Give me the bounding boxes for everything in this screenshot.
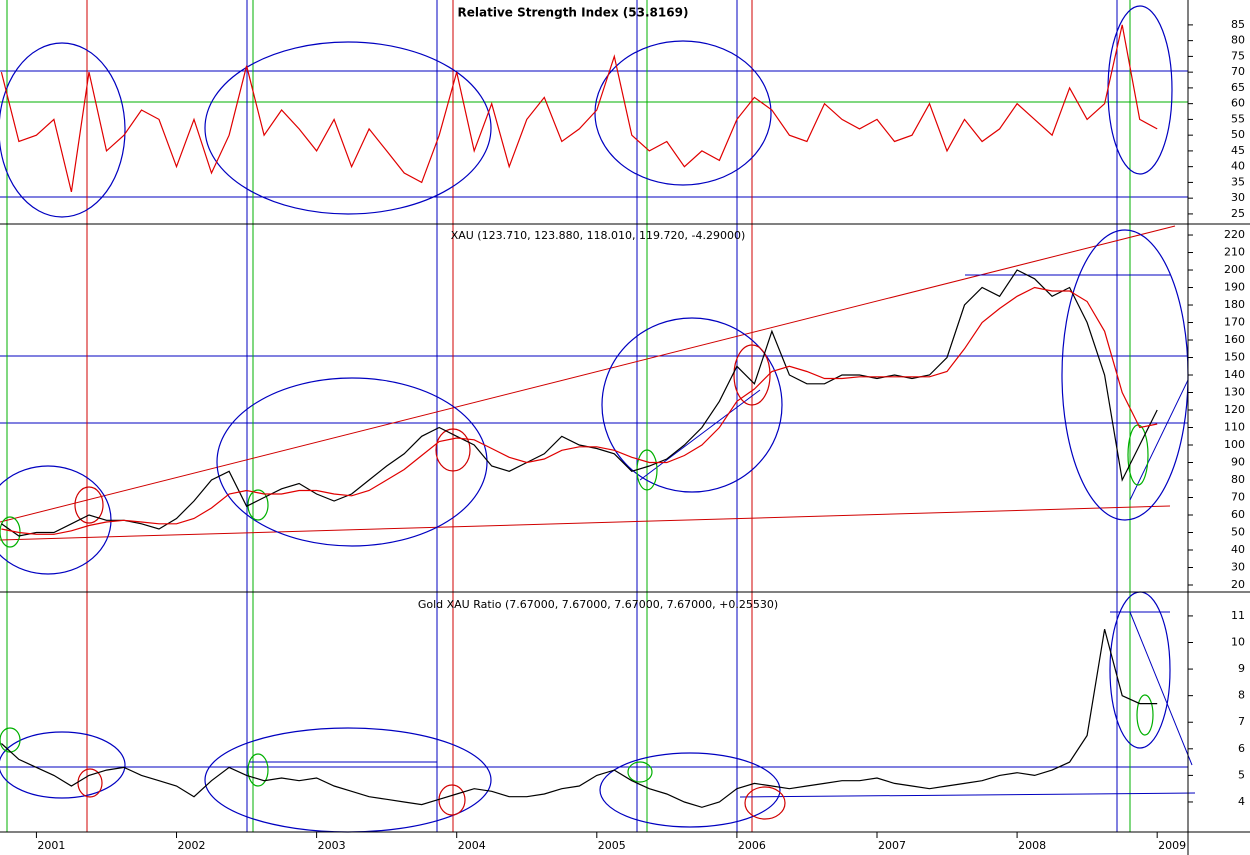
y-tick-label: 170 xyxy=(1224,316,1245,329)
ellipse xyxy=(733,344,771,406)
y-tick-label: 150 xyxy=(1224,351,1245,364)
y-tick-label: 25 xyxy=(1231,207,1245,220)
y-tick-label: 80 xyxy=(1231,34,1245,47)
y-tick-label: 60 xyxy=(1231,508,1245,521)
y-tick-label: 70 xyxy=(1231,65,1245,78)
y-tick-label: 55 xyxy=(1231,112,1245,125)
y-tick-label: 11 xyxy=(1231,609,1245,622)
ellipse xyxy=(627,761,653,783)
y-tick-label: 4 xyxy=(1238,795,1245,808)
ellipse xyxy=(435,428,471,472)
marks xyxy=(0,24,1158,808)
x-tick-label: 2009 xyxy=(1158,839,1186,852)
series-line xyxy=(1,286,1158,535)
panel-title: Gold XAU Ratio (7.67000, 7.67000, 7.6700… xyxy=(418,598,778,611)
ellipse xyxy=(0,516,21,548)
y-tick-label: 200 xyxy=(1224,263,1245,276)
y-tick-label: 220 xyxy=(1224,228,1245,241)
y-tick-label: 7 xyxy=(1238,715,1245,728)
ellipse xyxy=(74,486,104,524)
ellipse xyxy=(601,317,783,493)
y-tick-label: 85 xyxy=(1231,18,1245,31)
annotations xyxy=(0,0,1196,833)
y-tick-label: 120 xyxy=(1224,403,1245,416)
ellipse xyxy=(599,752,781,828)
x-tick-label: 2006 xyxy=(738,839,766,852)
x-tick-label: 2005 xyxy=(598,839,626,852)
panel-title: XAU (123.710, 123.880, 118.010, 119.720,… xyxy=(451,229,746,242)
x-tick-label: 2002 xyxy=(178,839,206,852)
y-tick-label: 30 xyxy=(1231,561,1245,574)
y-tick-label: 70 xyxy=(1231,491,1245,504)
trend-line xyxy=(1129,611,1193,766)
y-tick-label: 35 xyxy=(1231,175,1245,188)
y-tick-label: 90 xyxy=(1231,456,1245,469)
y-tick-label: 60 xyxy=(1231,97,1245,110)
y-tick-label: 180 xyxy=(1224,298,1245,311)
trend-line xyxy=(1129,379,1189,501)
y-tick-label: 65 xyxy=(1231,81,1245,94)
x-tick-label: 2003 xyxy=(318,839,346,852)
y-tick-label: 6 xyxy=(1238,742,1245,755)
y-tick-label: 80 xyxy=(1231,473,1245,486)
y-tick-label: 50 xyxy=(1231,526,1245,539)
y-tick-label: 130 xyxy=(1224,386,1245,399)
ellipse xyxy=(438,784,466,816)
x-tick-label: 2004 xyxy=(458,839,486,852)
y-tick-label: 30 xyxy=(1231,191,1245,204)
ellipse xyxy=(204,41,492,215)
y-tick-label: 5 xyxy=(1238,768,1245,781)
y-tick-label: 40 xyxy=(1231,543,1245,556)
ellipse xyxy=(1136,694,1154,736)
series-line xyxy=(0,24,1158,193)
trend-line xyxy=(0,505,1171,541)
y-tick-label: 210 xyxy=(1224,246,1245,259)
ellipse xyxy=(0,42,126,218)
y-tick-label: 100 xyxy=(1224,438,1245,451)
y-tick-label: 140 xyxy=(1224,368,1245,381)
y-tick-label: 75 xyxy=(1231,49,1245,62)
trend-line xyxy=(739,792,1196,798)
y-tick-label: 50 xyxy=(1231,128,1245,141)
y-tick-label: 110 xyxy=(1224,421,1245,434)
series-line xyxy=(1,269,1158,537)
y-tick-label: 40 xyxy=(1231,160,1245,173)
y-tick-label: 8 xyxy=(1238,689,1245,702)
ellipse xyxy=(216,377,488,547)
panel-title: Relative Strength Index (53.8169) xyxy=(458,6,689,20)
y-tick-label: 45 xyxy=(1231,144,1245,157)
y-tick-label: 9 xyxy=(1238,662,1245,675)
x-tick-label: 2008 xyxy=(1018,839,1046,852)
y-tick-label: 10 xyxy=(1231,635,1245,648)
ellipse xyxy=(744,786,786,820)
series-line xyxy=(0,629,1158,808)
ellipse xyxy=(77,768,103,798)
y-tick-label: 20 xyxy=(1231,578,1245,591)
ellipse xyxy=(0,731,126,799)
y-tick-label: 160 xyxy=(1224,333,1245,346)
ellipse xyxy=(247,753,269,787)
x-tick-label: 2007 xyxy=(878,839,906,852)
y-tick-label: 190 xyxy=(1224,281,1245,294)
ellipse xyxy=(594,40,772,186)
trend-line xyxy=(639,389,761,481)
x-tick-label: 2001 xyxy=(37,839,65,852)
